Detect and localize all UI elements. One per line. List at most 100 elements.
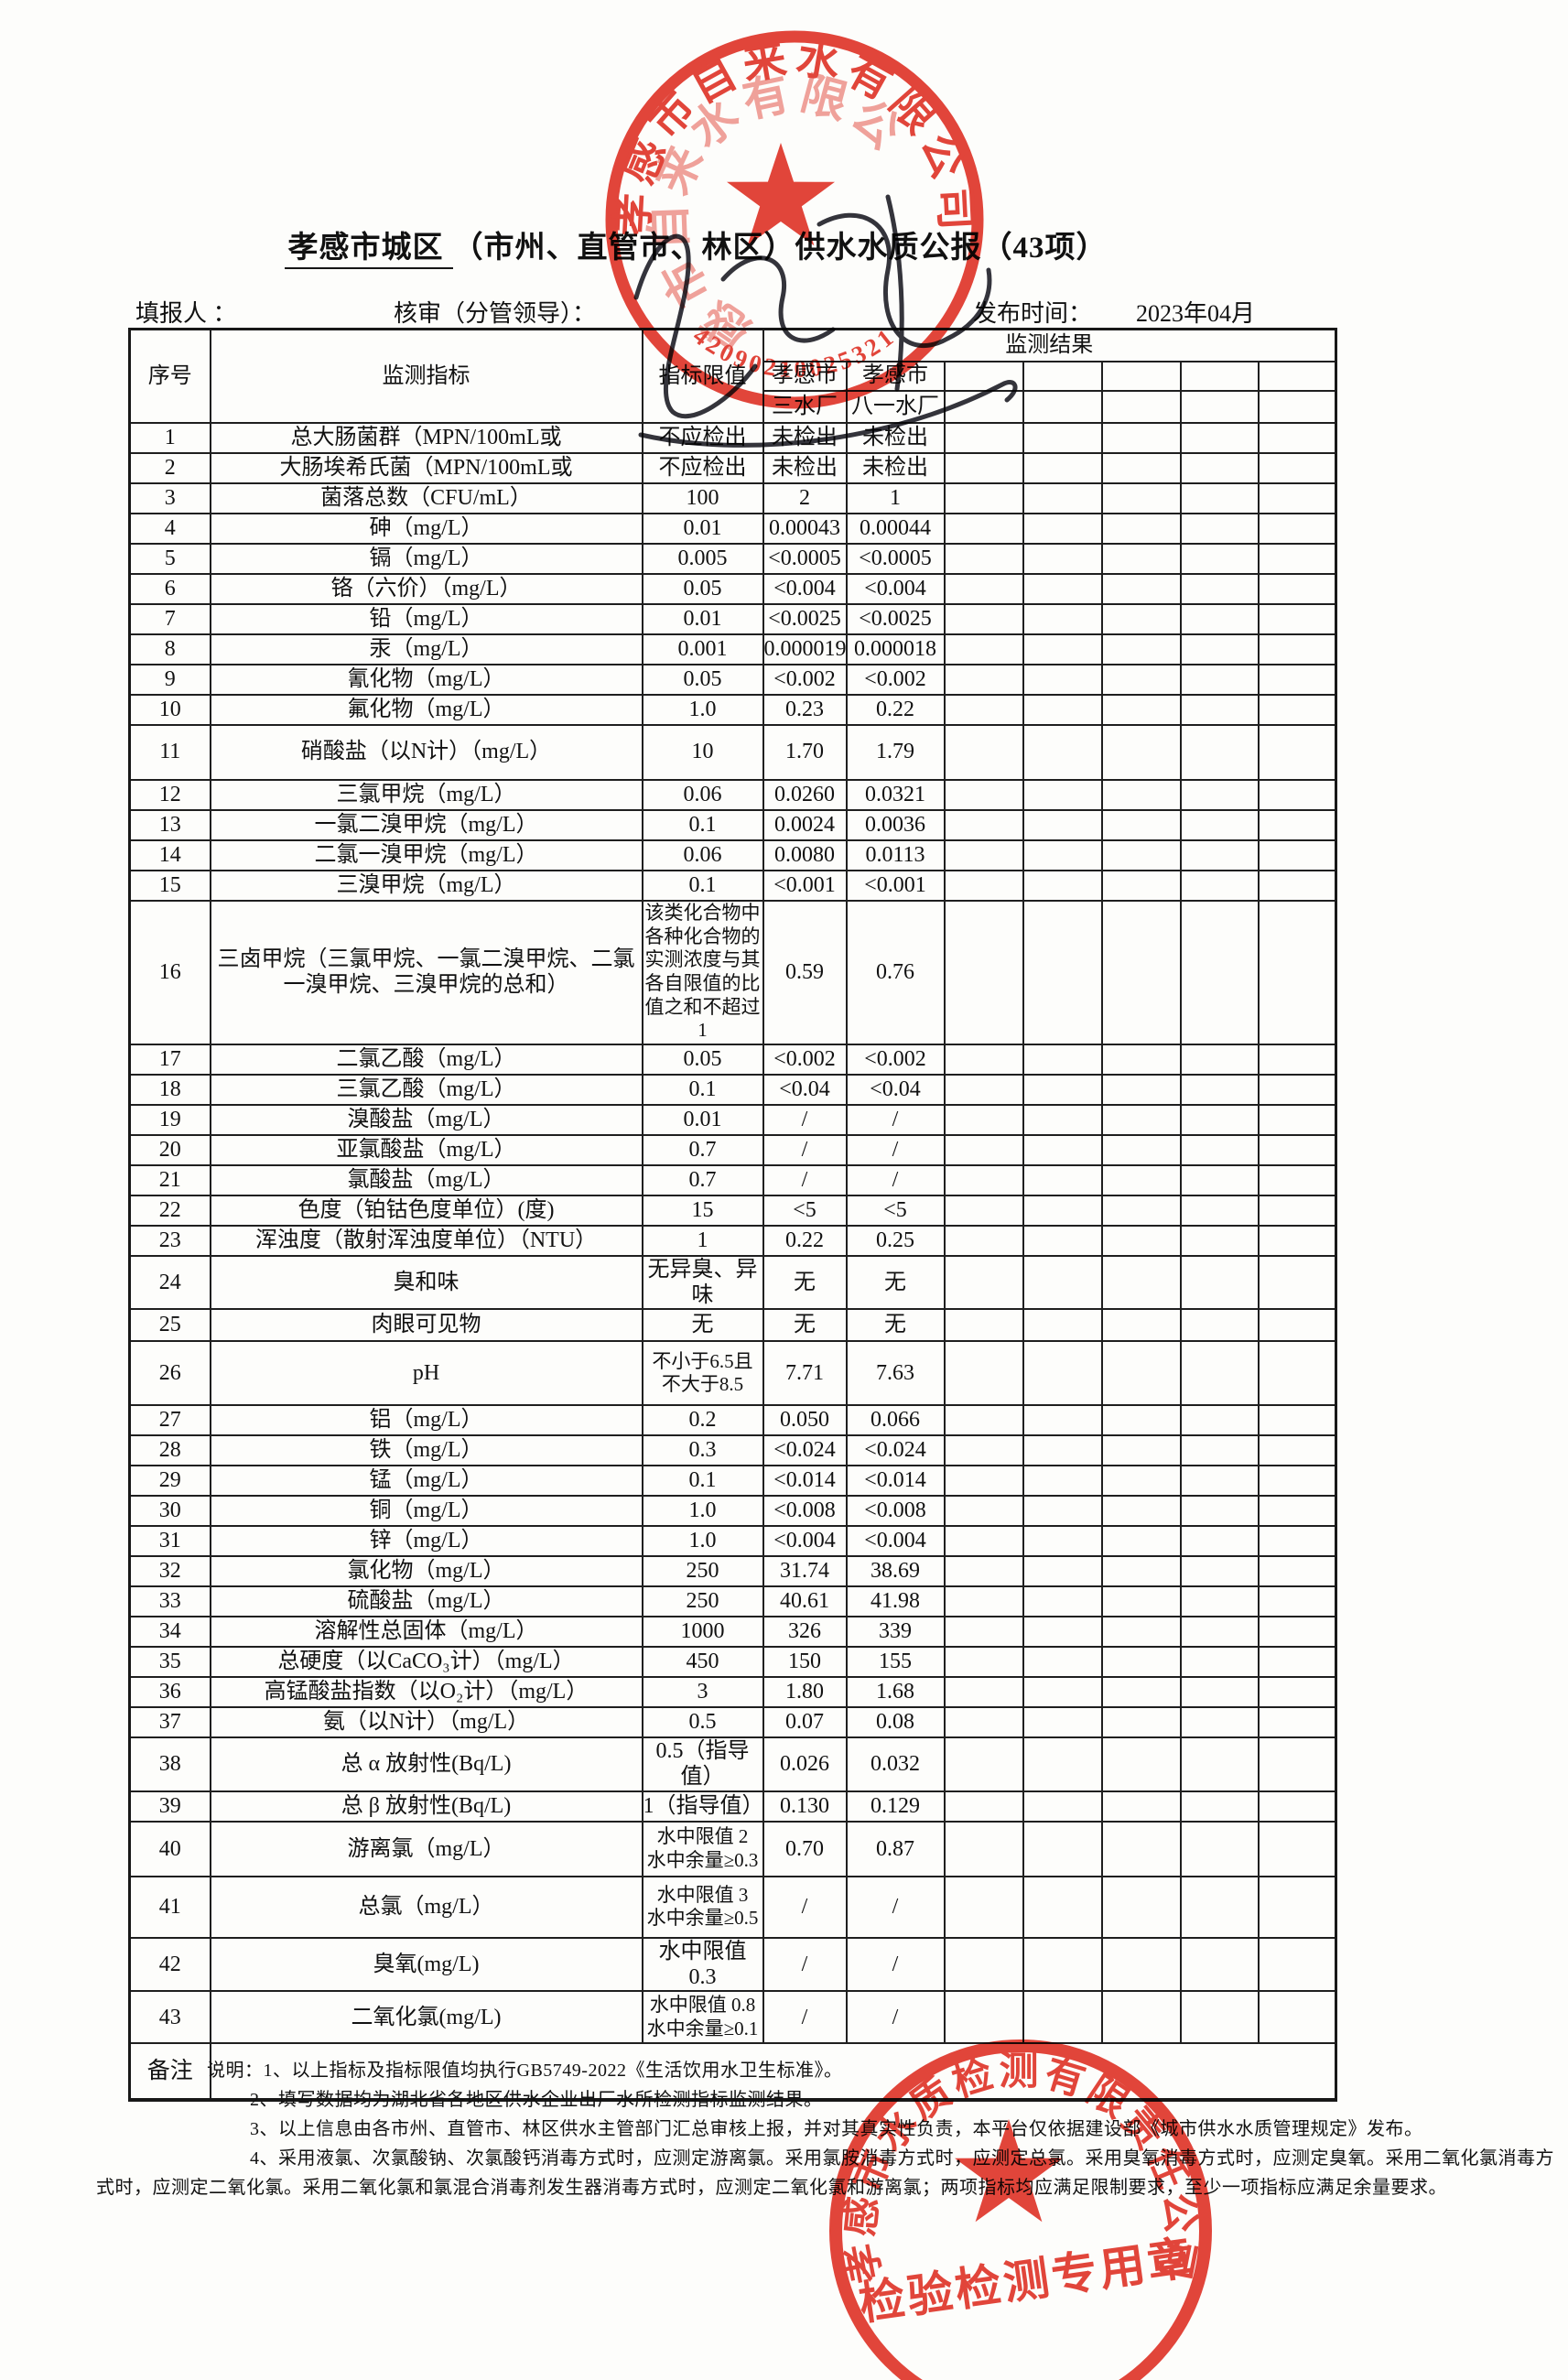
note-line: 4、采用液氯、次氯酸钠、次氯酸钙消毒方式时，应测定游离氯。采用氯胺消毒方式时，应… (250, 2148, 1554, 2169)
table-row: 5 镉（mg/L） 0.005 <0.0005 <0.0005 (128, 542, 1337, 575)
empty-result-cell (1022, 1990, 1103, 2045)
value-cell-plant2: 0.22 (845, 693, 946, 726)
indicator-cell: 大肠埃希氏菌（MPN/100mL或 (209, 451, 643, 484)
empty-result-cell (1257, 1525, 1337, 1558)
empty-result-cell (1100, 1073, 1182, 1106)
table-row: 25 肉眼可见物无无无 (128, 1308, 1337, 1343)
table-row: 12 三氯甲烷（mg/L） 0.06 0.0260 0.0321 (128, 778, 1337, 811)
empty-result-cell (1100, 1936, 1182, 1993)
row-number-cell: 5 (128, 542, 211, 575)
value-cell-plant1: / (762, 1133, 848, 1166)
value-cell-plant2: 0.00044 (845, 512, 946, 545)
empty-result-cell (943, 899, 1024, 1045)
limit-cell: 0.05 (641, 1043, 764, 1076)
table-row: 35 总硬度（以CaCO₃计）（mg/L） 450 150 155 (128, 1646, 1337, 1679)
empty-result-cell (1100, 1736, 1182, 1792)
limit-cell: 250 (641, 1555, 764, 1588)
value-cell-plant2: 0.08 (845, 1706, 946, 1739)
empty-result-cell (1022, 1133, 1103, 1166)
empty-result-cell (1257, 1254, 1337, 1311)
value-cell-plant2: <0.008 (845, 1495, 946, 1528)
empty-result-cell (943, 1194, 1024, 1227)
empty-result-cell (1257, 451, 1337, 484)
indicator-cell: 总硬度（以CaCO₃计）（mg/L） (209, 1646, 643, 1679)
value-cell-plant1: 0.0080 (762, 838, 848, 871)
empty-result-cell (1100, 1676, 1182, 1709)
empty-result-cell (1257, 421, 1337, 454)
empty-result-cell (1257, 1404, 1337, 1437)
limit-cell: 1（指导值） (641, 1790, 764, 1823)
empty-result-cell (943, 1465, 1024, 1498)
limit-cell: 0.5 (641, 1706, 764, 1739)
value-cell-plant1: <0.002 (762, 663, 848, 696)
empty-result-cell (1179, 1073, 1260, 1106)
value-cell-plant1: / (762, 1103, 848, 1136)
limit-cell: 250 (641, 1585, 764, 1618)
indicator-cell: 高锰酸盐指数（以O₂计）（mg/L） (209, 1676, 643, 1709)
table-row: 41 总氯（mg/L） 水中限值 3 水中余量≥0.5// (128, 1875, 1337, 1939)
value-cell-plant1: <0.024 (762, 1434, 848, 1467)
empty-result-cell (943, 481, 1024, 514)
header-col-indicator: 监测指标 (209, 328, 643, 424)
value-cell-plant2: 未检出 (845, 451, 946, 484)
indicator-cell: 铝（mg/L） (209, 1404, 643, 1437)
empty-result-cell (1179, 633, 1260, 665)
empty-result-cell (1100, 1790, 1182, 1823)
row-number-cell: 17 (128, 1043, 211, 1076)
empty-result-cell (1100, 1646, 1182, 1679)
empty-result-cell (1022, 1308, 1103, 1343)
value-cell-plant2: 7.63 (845, 1340, 946, 1407)
empty-result-cell (943, 1254, 1024, 1311)
empty-result-cell (943, 1163, 1024, 1196)
empty-result-cell (1179, 421, 1260, 454)
value-cell-plant1: 0.59 (762, 899, 848, 1045)
indicator-cell: 总氯（mg/L） (209, 1875, 643, 1939)
table-row: 24 臭和味 无异臭、异味无无 (128, 1254, 1337, 1311)
empty-result-cell (1257, 1308, 1337, 1343)
table-row: 19 溴酸盐（mg/L） 0.01// (128, 1103, 1337, 1136)
value-cell-plant2: <0.04 (845, 1073, 946, 1106)
remark-label-cell: 备注 (128, 2042, 211, 2103)
limit-cell: 15 (641, 1194, 764, 1227)
empty-result-cell (943, 633, 1024, 665)
empty-result-cell (1022, 1790, 1103, 1823)
value-cell-plant1: 0.000019 (762, 633, 848, 665)
publish-time: 发布时间： 2023年04月 (973, 295, 1255, 329)
value-cell-plant2: 0.0113 (845, 838, 946, 871)
indicator-cell: 臭和味 (209, 1254, 643, 1311)
row-number-cell: 25 (128, 1308, 211, 1343)
row-number-cell: 15 (128, 869, 211, 902)
empty-result-cell (1100, 1706, 1182, 1739)
empty-result-cell (1179, 1043, 1260, 1076)
empty-result-cell (1100, 1133, 1182, 1166)
empty-result-cell (1022, 1434, 1103, 1467)
empty-result-cell (943, 1736, 1024, 1792)
empty-result-cell (1257, 1936, 1337, 1993)
header-empty-cell (943, 360, 1024, 392)
row-number-cell: 11 (128, 723, 211, 781)
company-seal: 孝感市自来水有限公司 42090210025321 孝感市自来水有限公司 (580, 5, 984, 409)
empty-result-cell (1179, 1646, 1260, 1679)
indicator-cell: 总大肠菌群（MPN/100mL或 (209, 421, 643, 454)
value-cell-plant2: / (845, 1875, 946, 1939)
value-cell-plant2: 无 (845, 1254, 946, 1311)
empty-result-cell (1100, 1194, 1182, 1227)
indicator-cell: 锰（mg/L） (209, 1465, 643, 1498)
empty-result-cell (1257, 778, 1337, 811)
empty-result-cell (943, 1340, 1024, 1407)
table-row: 10 氟化物（mg/L） 1.0 0.23 0.22 (128, 693, 1337, 726)
row-number-cell: 6 (128, 572, 211, 605)
reviewer-label: 核审（分管领导）： (394, 300, 597, 327)
empty-result-cell (1257, 1790, 1337, 1823)
empty-result-cell (1179, 602, 1260, 635)
limit-cell: 0.1 (641, 869, 764, 902)
empty-result-cell (1100, 869, 1182, 902)
empty-result-cell (1022, 1163, 1103, 1196)
empty-result-cell (1257, 869, 1337, 902)
empty-result-cell (1022, 1585, 1103, 1618)
empty-result-cell (1179, 481, 1260, 514)
empty-result-cell (943, 1103, 1024, 1136)
empty-result-cell (943, 602, 1024, 635)
value-cell-plant2: / (845, 1133, 946, 1166)
